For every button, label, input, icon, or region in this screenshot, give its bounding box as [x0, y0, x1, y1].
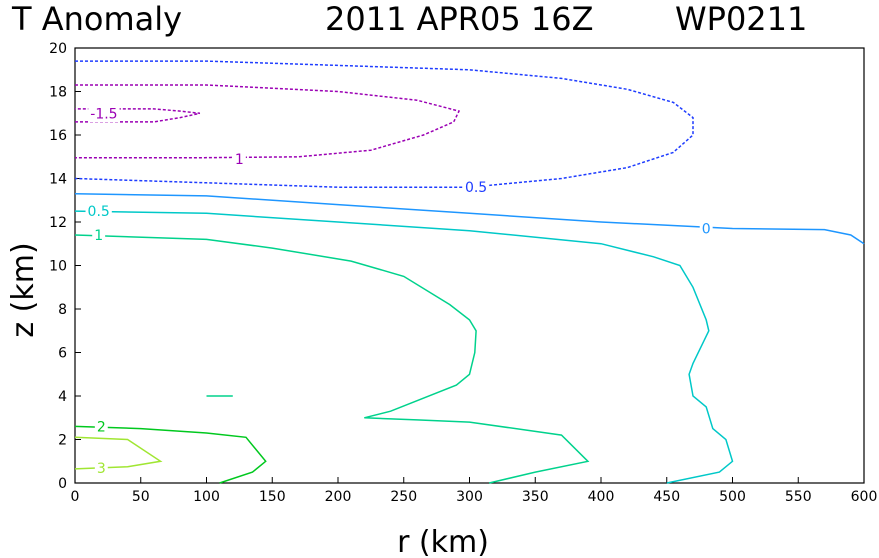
x-axis-label: r (km) — [397, 525, 489, 558]
contour-label: -1.5 — [90, 106, 117, 122]
x-tick-label: 400 — [588, 489, 615, 505]
x-tick-label: 150 — [259, 489, 286, 505]
x-tick-label: 550 — [785, 489, 812, 505]
y-tick-label: 8 — [58, 302, 67, 318]
contour-label: 0.5 — [88, 204, 110, 220]
y-tick-label: 10 — [49, 259, 67, 275]
x-tick-label: 350 — [522, 489, 549, 505]
x-tick-label: 300 — [456, 489, 483, 505]
x-tick-label: 100 — [193, 489, 220, 505]
y-tick-label: 6 — [58, 346, 67, 362]
y-tick-label: 18 — [49, 85, 67, 101]
contour-line — [74, 60, 694, 188]
y-tick-label: 16 — [49, 128, 67, 144]
y-axis: 0 2 4 6 8 10 12 14 16 18 20 — [49, 41, 81, 492]
y-tick-label: 14 — [49, 172, 67, 188]
y-tick-label: 2 — [58, 433, 67, 449]
y-tick-label: 20 — [49, 41, 67, 57]
chart-title-variable: T Anomaly — [11, 0, 182, 38]
contour-label: 1 — [235, 152, 244, 168]
y-tick-label: 12 — [49, 215, 67, 231]
contour-label-bg — [462, 180, 490, 197]
x-tick-label: 0 — [71, 489, 80, 505]
contour-label: 3 — [97, 461, 106, 477]
contour-label-bg — [699, 221, 713, 238]
contour-labels: -1.5 1 0.5 0 0.5 1 2 3 — [85, 106, 713, 477]
contour-label-bg — [232, 151, 246, 168]
x-tick-label: 450 — [653, 489, 680, 505]
x-tick-label: 600 — [851, 489, 878, 505]
contour-line — [74, 192, 865, 245]
contour-line — [74, 210, 734, 484]
x-axis: 0 50 100 150 200 250 300 350 400 450 500 550 600 — [71, 477, 878, 505]
contour-label: 0 — [702, 222, 711, 238]
contour-label: 1 — [94, 228, 103, 244]
contour-lines — [74, 60, 865, 484]
contour-label: 0.5 — [465, 180, 487, 196]
y-tick-label: 0 — [58, 476, 67, 492]
contour-line — [74, 425, 267, 484]
contour-label-bg — [94, 419, 108, 436]
x-tick-label: 50 — [132, 489, 150, 505]
x-tick-label: 200 — [325, 489, 352, 505]
contour-line — [74, 436, 163, 470]
chart-title-storm: WP0211 — [675, 0, 807, 38]
y-axis-label: z (km) — [6, 242, 41, 337]
x-tick-label: 500 — [719, 489, 746, 505]
contour-label: 2 — [97, 419, 106, 435]
contour-label-bg — [85, 204, 112, 221]
y-tick-label: 4 — [58, 389, 67, 405]
contour-line — [75, 108, 201, 123]
x-tick-label: 250 — [390, 489, 417, 505]
contour-label-bg — [92, 228, 106, 245]
chart-title-datetime: 2011 APR05 16Z — [325, 0, 594, 38]
contour-label-bg — [88, 106, 120, 123]
contour-line — [74, 234, 590, 484]
contour-label-bg — [94, 460, 108, 477]
